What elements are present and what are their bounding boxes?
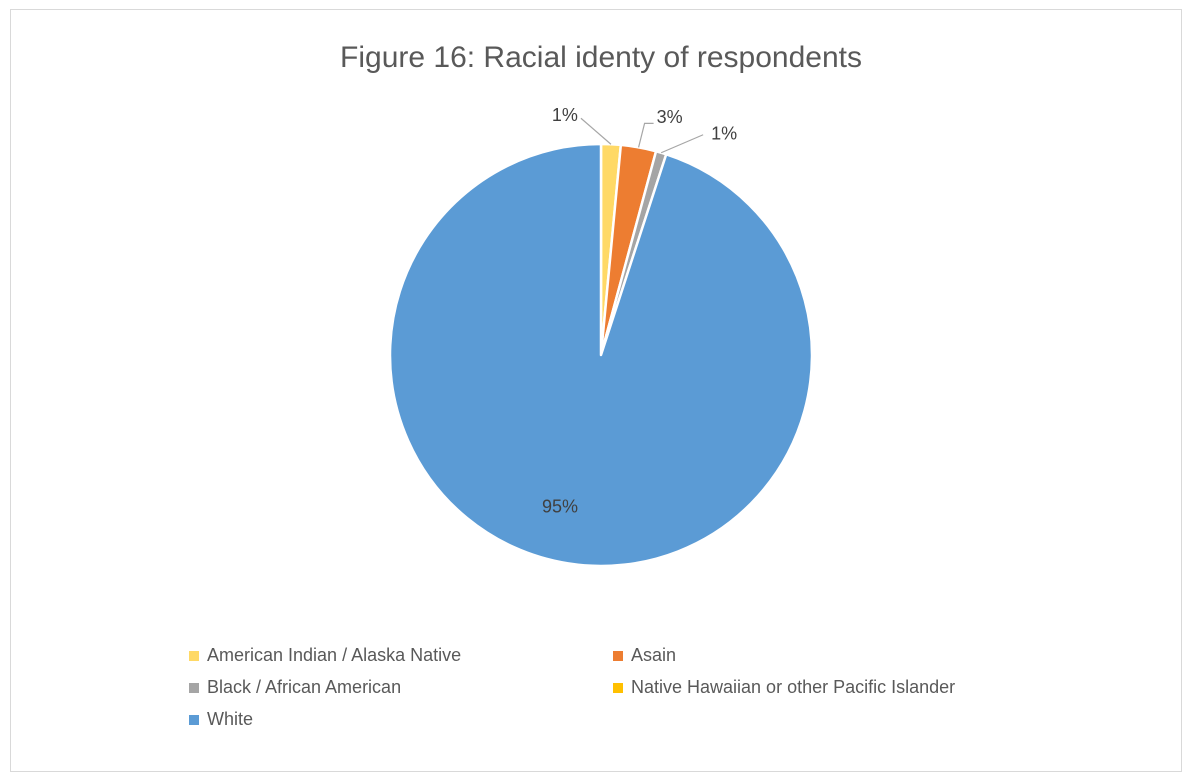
legend-label-white: White	[207, 709, 253, 729]
data-label-black-african-american: 1%	[711, 124, 737, 144]
data-label-asain: 3%	[657, 107, 683, 127]
legend-swatch-asain	[613, 651, 623, 661]
pie-slice-white	[388, 142, 814, 568]
legend-item-american-indian-alaska-native: American Indian / Alaska Native	[189, 645, 461, 665]
legend-swatch-white	[189, 715, 199, 725]
legend-swatch-black-african-american	[189, 683, 199, 693]
leader-line-american-indian-alaska-native	[580, 117, 612, 145]
leader-lines	[580, 117, 704, 154]
chart-title: Figure 16: Racial identy of respondents	[340, 41, 862, 74]
legend-swatch-native-hawaiian-or-other-pacific-islander	[613, 683, 623, 693]
legend-label-native-hawaiian-or-other-pacific-islander: Native Hawaiian or other Pacific Islande…	[631, 677, 955, 697]
legend-item-asain: Asain	[613, 645, 676, 665]
legend-item-white: White	[189, 709, 253, 729]
legend-item-native-hawaiian-or-other-pacific-islander: Native Hawaiian or other Pacific Islande…	[613, 677, 955, 697]
legend-item-black-african-american: Black / African American	[189, 677, 401, 697]
data-labels: 1% 3% 1% 95%	[542, 105, 737, 517]
data-label-white: 95%	[542, 497, 578, 517]
pie-slices	[388, 142, 814, 568]
legend-label-black-african-american: Black / African American	[207, 677, 401, 697]
legend-swatch-american-indian-alaska-native	[189, 651, 199, 661]
legend-label-asain: Asain	[631, 645, 676, 665]
legend: American Indian / Alaska Native Asain Blac…	[189, 645, 955, 729]
data-label-american-indian-alaska-native: 1%	[552, 105, 578, 125]
leader-line-asain	[638, 122, 654, 148]
leader-line-black-african-american	[660, 134, 704, 154]
legend-label-american-indian-alaska-native: American Indian / Alaska Native	[207, 645, 461, 665]
